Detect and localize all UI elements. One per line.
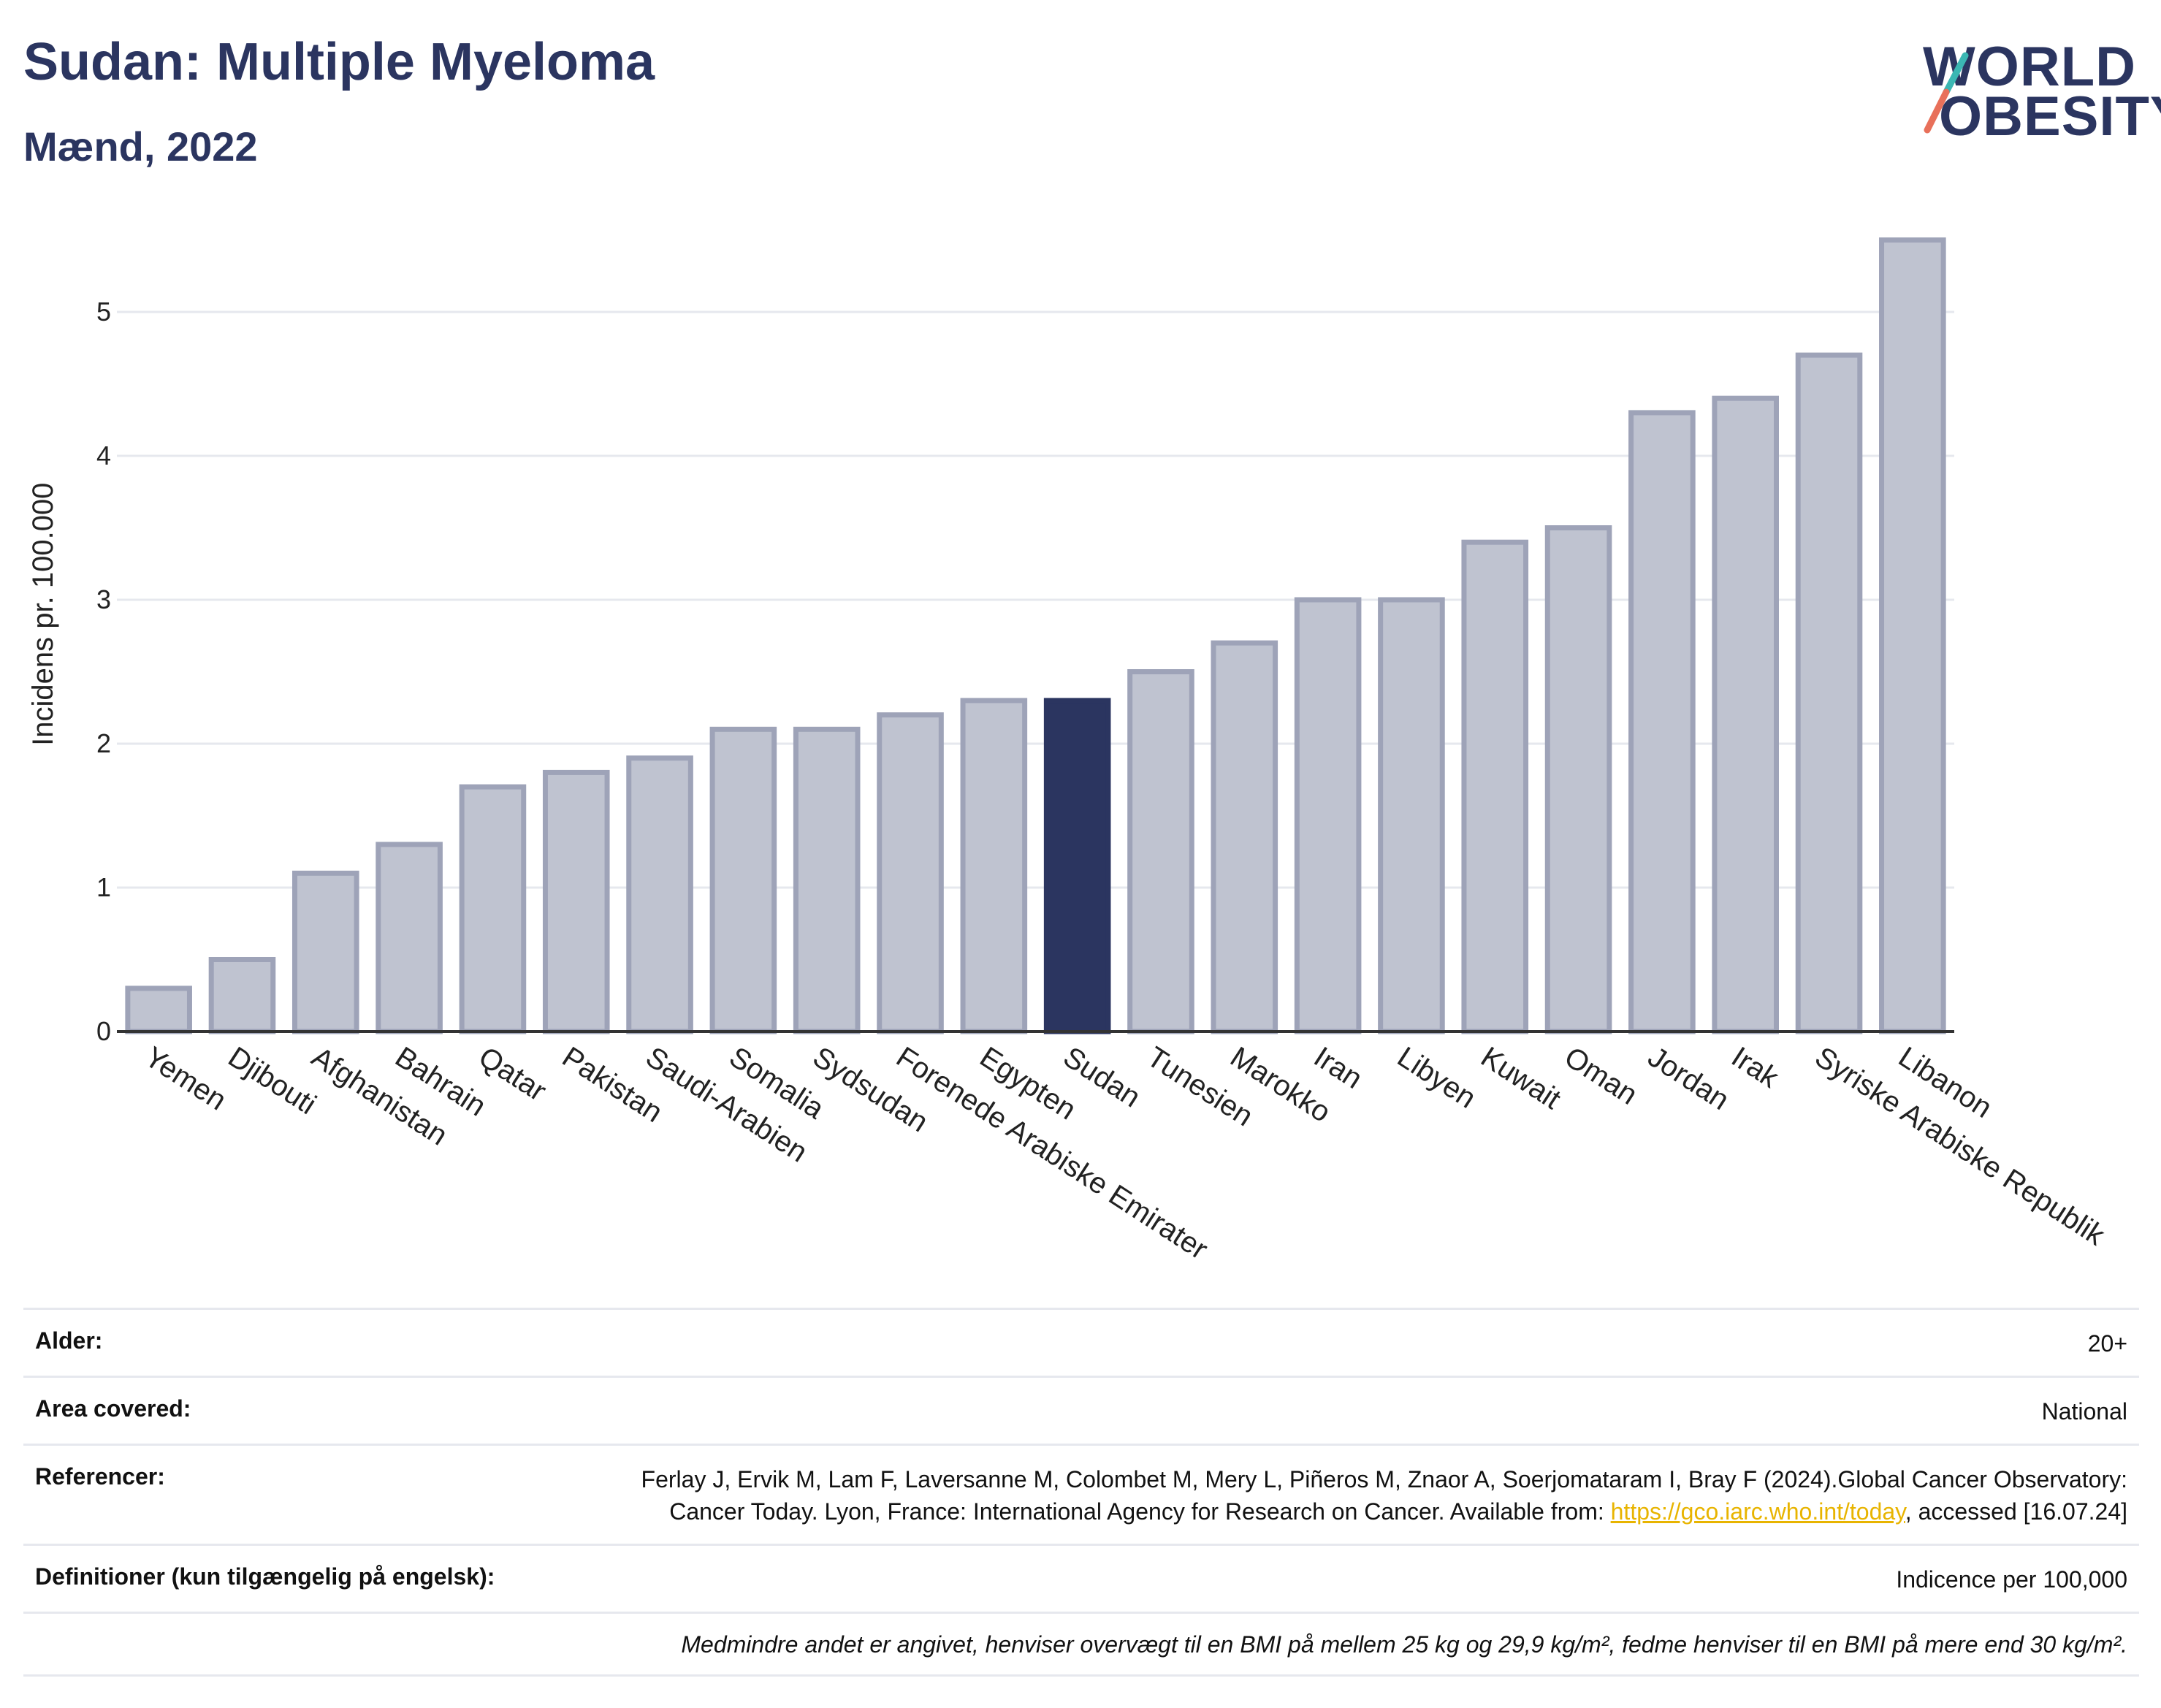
meta-row-age: Alder: 20+: [23, 1308, 2139, 1376]
logo-slash-icon: [1924, 52, 1969, 134]
references-text: Ferlay J, Ervik M, Lam F, Laversanne M, …: [641, 1466, 2127, 1525]
y-tick-label: 0: [96, 1016, 111, 1046]
bar-jordan: [1628, 410, 1696, 1034]
x-tick-label: Oman: [1559, 1041, 1643, 1111]
area-label: Area covered:: [35, 1395, 191, 1422]
bar-libyen: [1378, 597, 1445, 1034]
x-tick-label: Libyen: [1392, 1041, 1482, 1115]
references-value: Ferlay J, Ervik M, Lam F, Laversanne M, …: [630, 1463, 2127, 1528]
footnote: Medmindre andet er angivet, henviser ove…: [23, 1612, 2139, 1677]
meta-row-references: Referencer: Ferlay J, Ervik M, Lam F, La…: [23, 1444, 2139, 1544]
meta-row-definitions: Definitioner (kun tilgængelig på engelsk…: [23, 1544, 2139, 1612]
y-axis-title: Incidens pr. 100.000: [27, 483, 59, 746]
chart-subtitle: Mænd, 2022: [23, 123, 258, 169]
definitions-label: Definitioner (kun tilgængelig på engelsk…: [35, 1563, 495, 1590]
x-tick-label: Djibouti: [223, 1041, 322, 1121]
bar-kuwait: [1461, 539, 1529, 1034]
bar-qatar: [459, 784, 527, 1034]
definitions-value: Indicence per 100,000: [1896, 1566, 2127, 1593]
bar-bahrain: [376, 842, 443, 1034]
y-tick-label: 5: [96, 297, 111, 327]
y-tick-label: 1: [96, 872, 111, 902]
y-tick-label: 3: [96, 584, 111, 614]
chart-title: Sudan: Multiple Myeloma: [23, 33, 655, 91]
age-value: 20+: [2087, 1330, 2127, 1357]
area-value: National: [2041, 1398, 2127, 1425]
bar-djibouti: [208, 957, 276, 1034]
references-accessed: , accessed [16.07.24]: [1905, 1498, 2127, 1525]
logo-line-2: OBESITY: [1939, 85, 2161, 148]
bar-forenede-arabiske-emirater: [877, 712, 944, 1034]
bar-yemen: [125, 985, 192, 1034]
references-link[interactable]: https://gco.iarc.who.int/today: [1610, 1498, 1905, 1525]
bar-oman: [1544, 525, 1612, 1034]
age-label: Alder:: [35, 1327, 103, 1354]
x-tick-label: Jordan: [1642, 1041, 1735, 1117]
bar-egypten: [960, 698, 1028, 1034]
bar-irak: [1712, 395, 1780, 1034]
x-tick-label: Iran: [1308, 1041, 1368, 1095]
world-obesity-logo: WORLD OBESITY: [1899, 20, 2161, 167]
bar-marokko: [1211, 640, 1278, 1034]
references-label: Referencer:: [35, 1463, 165, 1490]
bar-tunesien: [1127, 669, 1194, 1034]
bar-somalia: [709, 726, 777, 1034]
bar-saudi-arabien: [626, 755, 693, 1034]
x-tick-label: Irak: [1726, 1041, 1785, 1095]
metadata-table: Alder: 20+ Area covered: National Refere…: [23, 1308, 2139, 1677]
y-tick-label: 2: [96, 728, 111, 758]
x-tick-label: Kuwait: [1475, 1041, 1566, 1116]
bar-sydsudan: [793, 726, 861, 1034]
bar-libanon: [1879, 237, 1946, 1034]
bar-syriske-arabiske-republik: [1795, 352, 1863, 1034]
bar-sudan: [1043, 698, 1111, 1034]
meta-row-area: Area covered: National: [23, 1376, 2139, 1444]
y-tick-label: 4: [96, 441, 111, 470]
x-tick-label: Yemen: [139, 1041, 232, 1117]
bar-afghanistan: [291, 870, 359, 1034]
bar-pakistan: [542, 769, 610, 1034]
bar-iran: [1294, 597, 1362, 1034]
